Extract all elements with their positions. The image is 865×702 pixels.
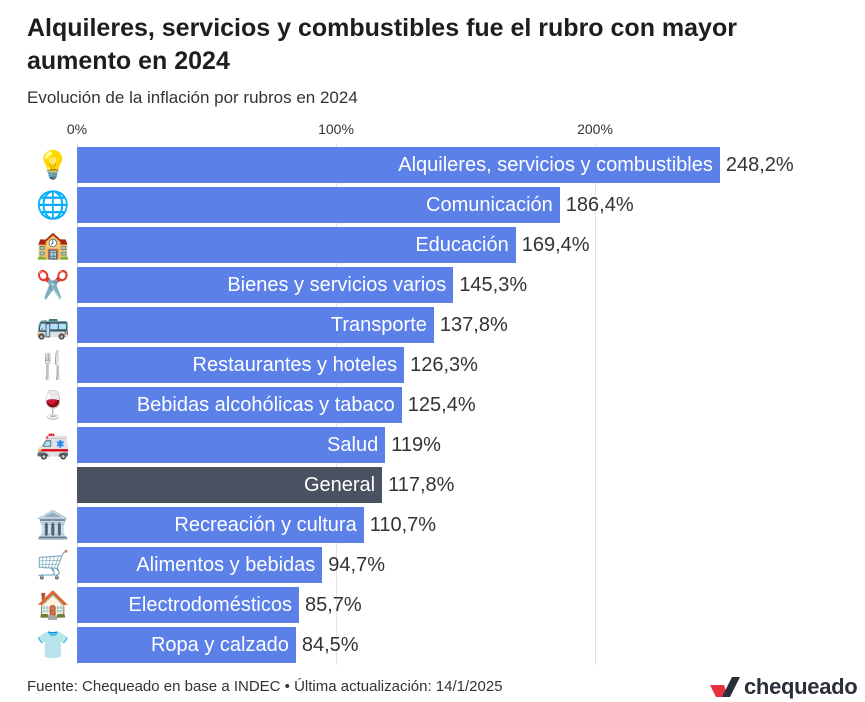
bar[interactable] bbox=[77, 187, 560, 223]
wine-glass-icon: 🍷 bbox=[36, 390, 70, 420]
bar[interactable] bbox=[77, 627, 296, 663]
bar[interactable] bbox=[77, 587, 299, 623]
bar-category-label: Salud bbox=[327, 434, 379, 456]
bar-category-label: Restaurantes y hoteles bbox=[192, 354, 398, 376]
bar[interactable] bbox=[77, 307, 434, 343]
house-icon: 🏠 bbox=[36, 590, 70, 620]
shopping-cart-icon: 🛒 bbox=[36, 550, 70, 580]
logo-text: chequeado bbox=[744, 674, 858, 699]
bar[interactable] bbox=[77, 147, 720, 183]
bar-value-label: 169,4% bbox=[521, 234, 590, 256]
bar-category-label: Recreación y cultura bbox=[174, 514, 357, 536]
chequeado-logo[interactable]: chequeado bbox=[710, 674, 858, 700]
fork-knife-icon: 🍴 bbox=[36, 350, 70, 380]
bar[interactable] bbox=[77, 347, 405, 383]
bar-category-label: Transporte bbox=[330, 314, 427, 336]
bar-value-label: 137,8% bbox=[439, 314, 508, 336]
bar-value-label: 117,8% bbox=[388, 474, 455, 496]
bar-category-label: Electrodomésticos bbox=[128, 594, 292, 616]
bar-value-label: 85,7% bbox=[304, 594, 362, 616]
scissors-icon: ✂️ bbox=[36, 270, 70, 300]
logo-mark-icon bbox=[710, 677, 740, 697]
bar[interactable] bbox=[77, 227, 516, 263]
bar-value-label: 145,3% bbox=[459, 274, 528, 296]
ambulance-icon: 🚑 bbox=[36, 430, 70, 460]
museum-icon: 🏛️ bbox=[36, 510, 70, 540]
bar[interactable] bbox=[77, 507, 364, 543]
bar[interactable] bbox=[77, 467, 383, 503]
bus-icon: 🚌 bbox=[36, 310, 70, 340]
bar-category-label: Educación bbox=[415, 234, 509, 256]
bar-value-label: 94,7% bbox=[328, 554, 385, 576]
bar-category-label: Bebidas alcohólicas y tabaco bbox=[136, 394, 395, 416]
bar-category-label: Alquileres, servicios y combustibles bbox=[398, 154, 713, 176]
x-tick-label: 100% bbox=[318, 121, 354, 137]
bar-value-label: 248,2% bbox=[725, 154, 794, 176]
x-tick-label: 0% bbox=[66, 121, 88, 137]
bar-value-label: 126,3% bbox=[410, 354, 478, 376]
chart-title: Alquileres, servicios y combustibles fue… bbox=[27, 14, 737, 75]
bar-category-label: Ropa y calzado bbox=[150, 634, 289, 656]
bar[interactable] bbox=[77, 267, 454, 303]
bar-value-label: 110,7% bbox=[369, 514, 437, 536]
chart-subtitle: Evolución de la inflación por rubros en … bbox=[27, 88, 358, 107]
tshirt-icon: 👕 bbox=[36, 630, 70, 660]
x-tick-label: 200% bbox=[577, 121, 613, 137]
bar-category-label: General bbox=[303, 474, 376, 496]
globe-icon: 🌐 bbox=[36, 190, 70, 220]
source-note: Fuente: Chequeado en base a INDEC • Últi… bbox=[27, 678, 503, 695]
bar-value-label: 84,5% bbox=[301, 634, 359, 656]
bar[interactable] bbox=[77, 547, 323, 583]
bar-value-label: 186,4% bbox=[565, 194, 634, 216]
bar-value-label: 119% bbox=[391, 434, 441, 456]
bar[interactable] bbox=[77, 387, 402, 423]
gridline bbox=[595, 143, 596, 665]
lightbulb-icon: 💡 bbox=[36, 150, 70, 180]
bar[interactable] bbox=[77, 427, 386, 463]
school-icon: 🏫 bbox=[36, 230, 70, 260]
bar-category-label: Alimentos y bebidas bbox=[136, 554, 316, 576]
bar-value-label: 125,4% bbox=[407, 394, 476, 416]
bar-category-label: Comunicación bbox=[426, 194, 553, 216]
bar-category-label: Bienes y servicios varios bbox=[227, 274, 447, 296]
